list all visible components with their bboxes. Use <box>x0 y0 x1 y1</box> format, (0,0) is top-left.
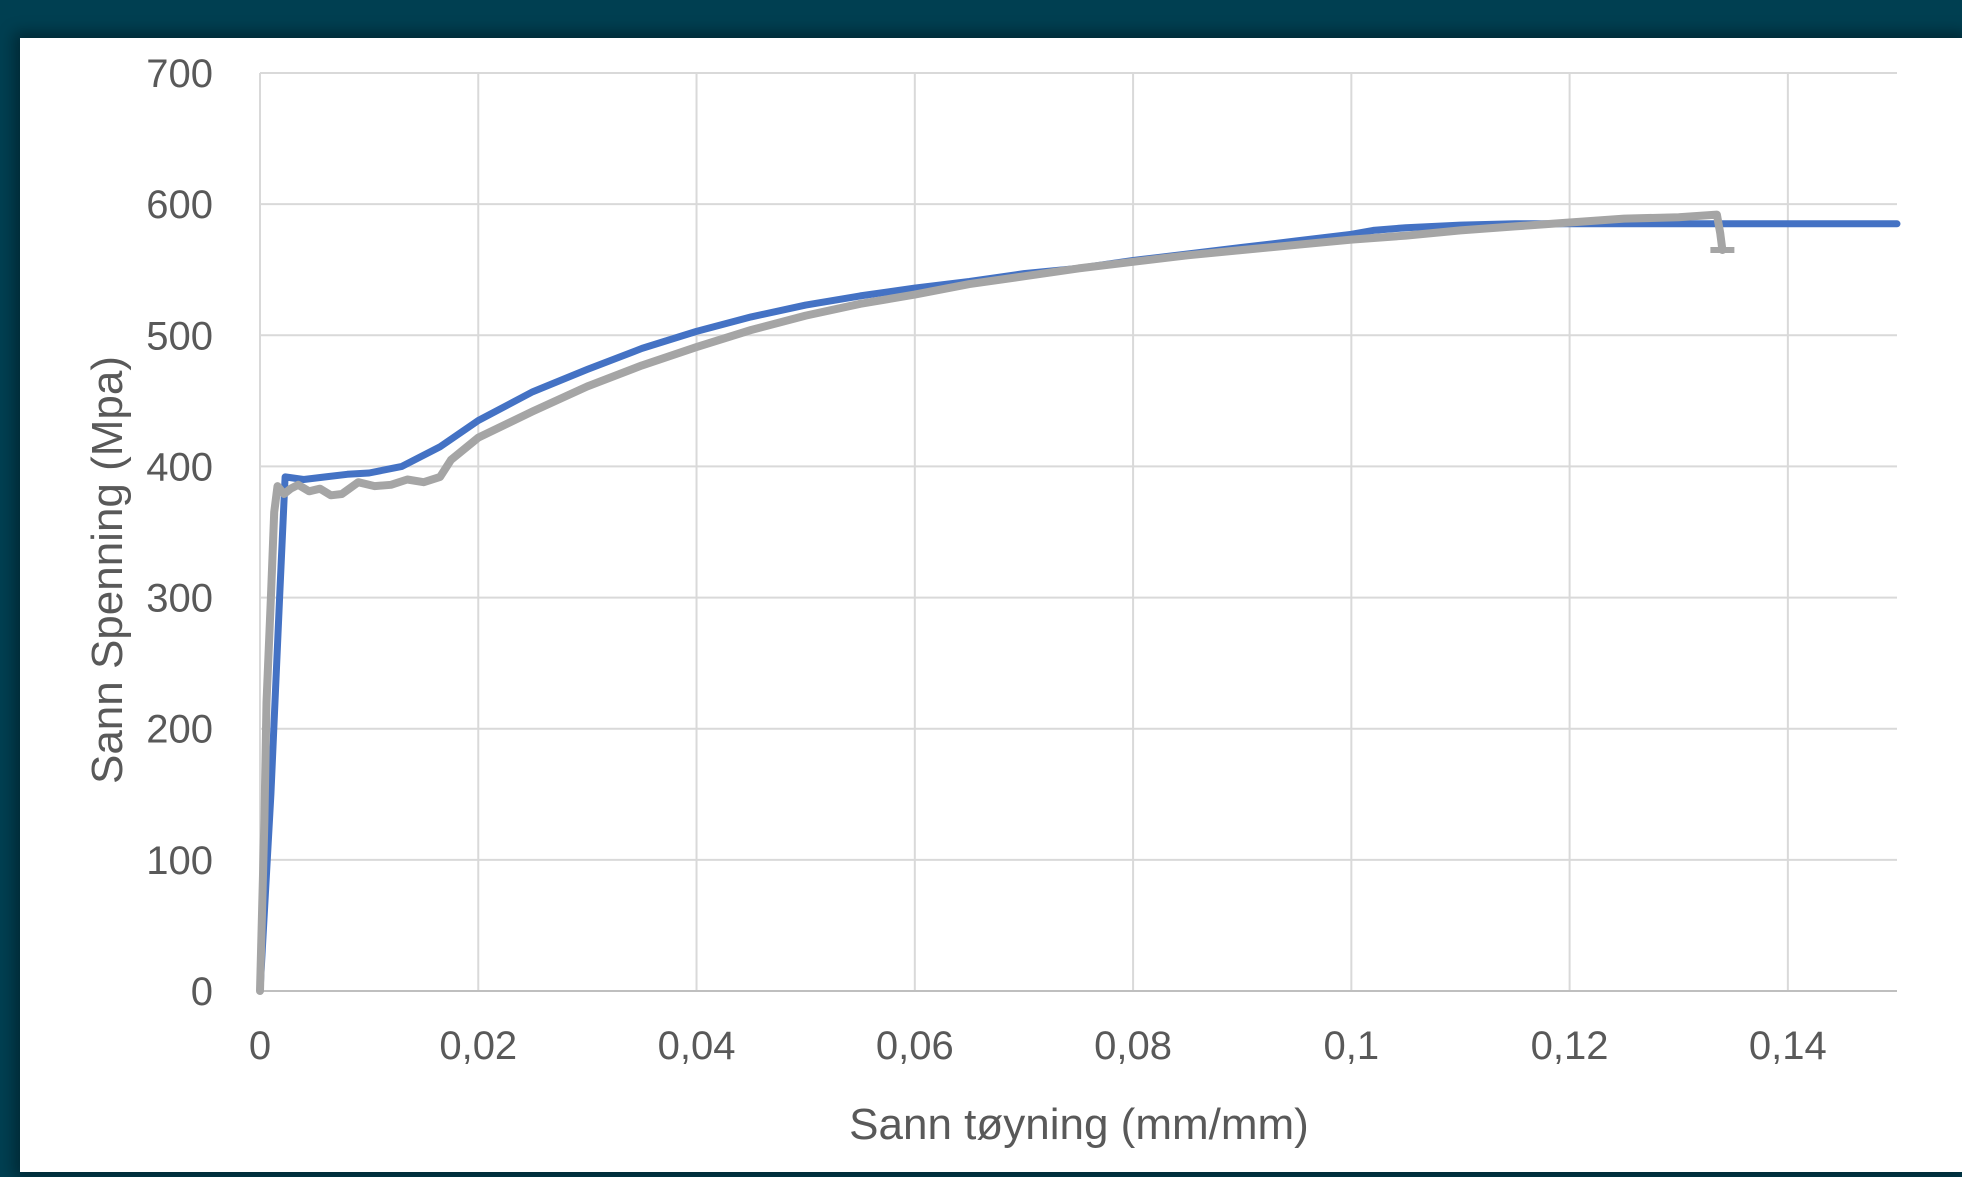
x-tick-label: 0,02 <box>439 1024 517 1068</box>
x-tick-label: 0,04 <box>658 1024 736 1068</box>
x-tick-label: 0,08 <box>1094 1024 1172 1068</box>
stress-strain-chart: 0 100 200 300 400 500 600 700 0 0,02 0,04 0,06 0,08 0… <box>83 52 1901 1149</box>
chart-panel: 0 100 200 300 400 500 600 700 0 0,02 0,04 0,06 0,08 0… <box>20 38 1962 1172</box>
series-line-2 <box>256 210 1727 995</box>
series-layer <box>256 210 1901 995</box>
y-axis-title: Sann Spenning (Mpa) <box>83 356 132 784</box>
y-tick-label: 400 <box>146 445 213 489</box>
series-line-1 <box>256 220 1901 995</box>
y-tick-label: 700 <box>146 52 213 96</box>
y-tick-label: 200 <box>146 708 213 752</box>
x-axis-title: Sann tøyning (mm/mm) <box>849 1100 1309 1149</box>
x-tick-label: 0,14 <box>1749 1024 1827 1068</box>
x-tick-label: 0,12 <box>1531 1024 1609 1068</box>
x-tick-label: 0,1 <box>1324 1024 1380 1068</box>
y-tick-label: 600 <box>146 183 213 227</box>
y-tick-label: 300 <box>146 577 213 621</box>
x-tick-label: 0,06 <box>876 1024 954 1068</box>
y-tick-label: 500 <box>146 314 213 358</box>
x-tick-label: 0 <box>249 1024 271 1068</box>
y-tick-label: 100 <box>146 839 213 883</box>
tick-label-layer: 0 100 200 300 400 500 600 700 0 0,02 0,04 0,06 0,08 0… <box>146 52 1827 1068</box>
grid-layer <box>259 72 1897 991</box>
y-tick-label: 0 <box>191 970 213 1014</box>
